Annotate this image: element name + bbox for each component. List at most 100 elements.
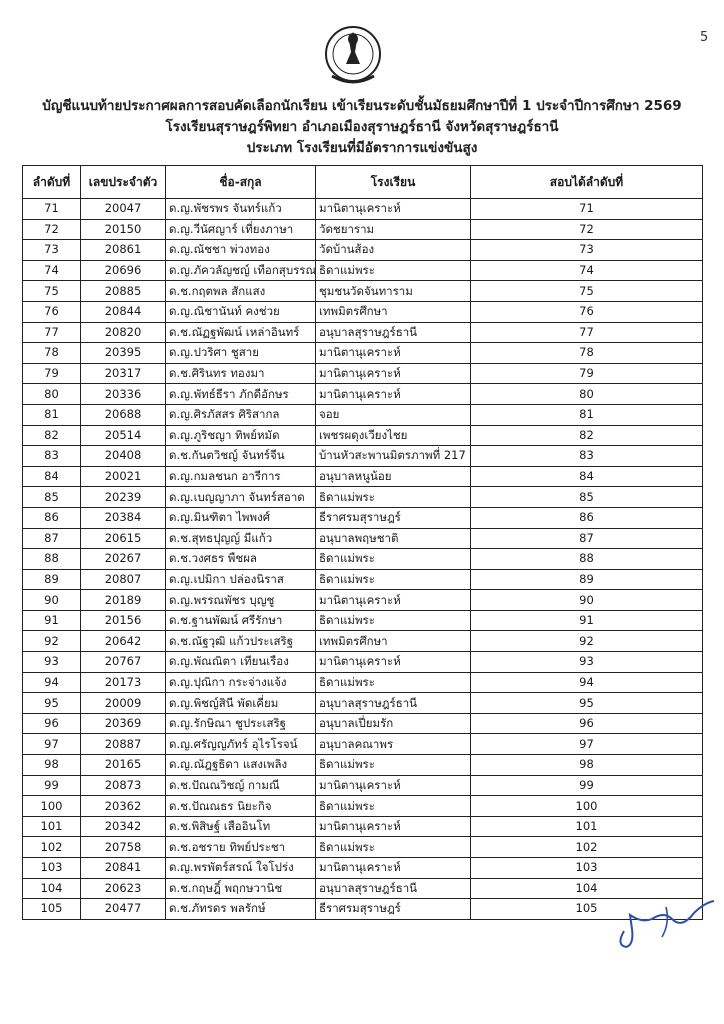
cell-student-id: 20267: [80, 548, 166, 570]
cell-student-name: ด.ญ.วีนัศญาร์ เที่ยงภาษา: [165, 218, 316, 241]
cell-student-id: 20623: [80, 877, 166, 900]
cell-student-name: ด.ญ.ศรัญญภัทร์ อุไรโรจน์: [165, 733, 316, 756]
cell-exam-rank: 80: [470, 383, 703, 405]
cell-school: มานิตานุเคราะห์: [315, 857, 471, 879]
cell-school: อนุบาลสุราษฎร์ธานี: [315, 877, 471, 900]
cell-student-id: 20336: [80, 383, 166, 405]
table-row: 91 20156 ด.ช.ฐานพัฒน์ ศรีรักษา ธิดาแม่พระ 91: [22, 609, 703, 632]
cell-exam-rank: 74: [470, 259, 703, 282]
cell-exam-rank: 75: [470, 280, 703, 302]
cell-school: วัดชยาราม: [315, 218, 471, 241]
cell-student-id: 20688: [80, 403, 166, 426]
cell-school: อนุบาลพฤษชาติ: [315, 527, 471, 550]
cell-school: อนุบาลหนูน้อย: [315, 465, 471, 488]
cell-school: อนุบาลสุราษฎร์ธานี: [315, 321, 471, 344]
cell-exam-rank: 93: [470, 651, 703, 673]
table-row: 73 20861 ด.ญ.ณัชชา พ่วงทอง วัดบ้านส้อง 73: [22, 239, 703, 261]
cell-school: ชุมชนวัดจันทาราม: [315, 280, 471, 302]
cell-rank: 81: [22, 403, 81, 426]
cell-exam-rank: 78: [470, 342, 703, 364]
table-row: 81 20688 ด.ญ.ศิรภัสสร ศิริสากล จอย 81: [22, 403, 703, 426]
cell-school: ธิดาแม่พระ: [315, 486, 471, 508]
header-school: โรงเรียน: [315, 165, 471, 199]
cell-student-id: 20820: [80, 321, 166, 344]
cell-student-name: ด.ช.ณัฐวุฒิ แก้วประเสริฐ: [165, 630, 316, 653]
table-row: 90 20189 ด.ญ.พรรณพัชร บุญชู มานิตานุเคราะห์…: [22, 589, 703, 611]
cell-school: อนุบาลเปี่ยมรัก: [315, 712, 471, 735]
cell-student-name: ด.ญ.ณิชานันท์ คงช่วย: [165, 300, 316, 323]
cell-student-id: 20317: [80, 362, 166, 385]
cell-student-name: ด.ญ.ภัควลัญชญ์ เทือกสุบรรณ: [165, 259, 316, 282]
cell-student-id: 20861: [80, 239, 166, 261]
table-header-row: ลำดับที่ เลขประจำตัว ชื่อ-สกุล โรงเรียน …: [22, 165, 703, 199]
cell-student-name: ด.ญ.ปุณิกา กระจ่างแจ้ง: [165, 671, 316, 694]
cell-school: อนุบาลคณาพร: [315, 733, 471, 756]
cell-school: ธีราศรมสุราษฎร์: [315, 898, 471, 920]
table-row: 82 20514 ด.ญ.ภูริชญา ทิพย์หมัด เพชรผดุงเวีย…: [22, 424, 703, 447]
table-row: 93 20767 ด.ญ.พัณณิตา เทียนเรือง มานิตานุเคร…: [22, 651, 703, 673]
cell-rank: 96: [22, 712, 81, 735]
table-row: 105 20477 ด.ช.ภัทรดร พลรักษ์ ธีราศรมสุราษฎร…: [22, 898, 703, 920]
cell-rank: 92: [22, 630, 81, 653]
cell-student-name: ด.ญ.มินฑิตา ไพพงศ์: [165, 506, 316, 529]
header-name: ชื่อ-สกุล: [165, 165, 316, 199]
cell-student-id: 20767: [80, 651, 166, 673]
cell-rank: 78: [22, 342, 81, 364]
cell-student-id: 20841: [80, 857, 166, 879]
cell-rank: 99: [22, 774, 81, 797]
cell-school: บ้านหัวสะพานมิตรภาพที่ 217: [315, 445, 471, 467]
cell-rank: 102: [22, 836, 81, 858]
header-id: เลขประจำตัว: [80, 165, 166, 199]
cell-rank: 89: [22, 568, 81, 591]
cell-exam-rank: 90: [470, 589, 703, 611]
cell-rank: 75: [22, 280, 81, 302]
cell-student-id: 20342: [80, 815, 166, 838]
cell-school: ธิดาแม่พระ: [315, 548, 471, 570]
cell-school: ธีราศรมสุราษฎร์: [315, 506, 471, 529]
cell-exam-rank: 89: [470, 568, 703, 591]
cell-exam-rank: 83: [470, 445, 703, 467]
cell-student-id: 20395: [80, 342, 166, 364]
cell-rank: 88: [22, 548, 81, 570]
cell-exam-rank: 100: [470, 795, 703, 817]
table-row: 74 20696 ด.ญ.ภัควลัญชญ์ เทือกสุบรรณ ธิดาแม่…: [22, 259, 703, 282]
cell-student-id: 20887: [80, 733, 166, 756]
table-row: 92 20642 ด.ช.ณัฐวุฒิ แก้วประเสริฐ เทพมิตรศึ…: [22, 630, 703, 653]
cell-school: ธิดาแม่พระ: [315, 568, 471, 591]
cell-rank: 74: [22, 259, 81, 282]
cell-school: มานิตานุเคราะห์: [315, 589, 471, 611]
table-row: 75 20885 ด.ช.กฤตพล สักแสง ชุมชนวัดจันทาราม 7…: [22, 280, 703, 302]
cell-rank: 85: [22, 486, 81, 508]
table-row: 76 20844 ด.ญ.ณิชานันท์ คงช่วย เทพมิตรศึกษา 7…: [22, 300, 703, 323]
cell-student-name: ด.ญ.ปวริศา ชูสาย: [165, 342, 316, 364]
cell-student-id: 20150: [80, 218, 166, 241]
table-row: 95 20009 ด.ญ.พิชญ์สินี พัดเคี่ยม อนุบาลสุรา…: [22, 692, 703, 714]
cell-rank: 105: [22, 898, 81, 920]
cell-rank: 82: [22, 424, 81, 447]
cell-student-id: 20758: [80, 836, 166, 858]
cell-student-id: 20642: [80, 630, 166, 653]
cell-school: เพชรผดุงเวียงไชย: [315, 424, 471, 447]
cell-student-id: 20369: [80, 712, 166, 735]
cell-student-id: 20165: [80, 754, 166, 776]
cell-rank: 98: [22, 754, 81, 776]
cell-student-id: 20873: [80, 774, 166, 797]
cell-exam-rank: 86: [470, 506, 703, 529]
cell-school: เทพมิตรศึกษา: [315, 300, 471, 323]
title-line-2: โรงเรียนสุราษฎร์พิทยา อำเภอเมืองสุราษฎร์…: [165, 119, 559, 135]
cell-exam-rank: 99: [470, 774, 703, 797]
cell-student-name: ด.ช.ฐานพัฒน์ ศรีรักษา: [165, 609, 316, 632]
cell-exam-rank: 95: [470, 692, 703, 714]
cell-student-id: 20173: [80, 671, 166, 694]
cell-exam-rank: 79: [470, 362, 703, 385]
cell-student-name: ด.ญ.พัณณิตา เทียนเรือง: [165, 651, 316, 673]
cell-student-id: 20477: [80, 898, 166, 920]
table-row: 99 20873 ด.ช.ปัณณวิชญ์ กามณี มานิตานุเคราะห…: [22, 774, 703, 797]
cell-student-name: ด.ญ.พิชญ์สินี พัดเคี่ยม: [165, 692, 316, 714]
cell-rank: 103: [22, 857, 81, 879]
cell-rank: 79: [22, 362, 81, 385]
cell-student-id: 20021: [80, 465, 166, 488]
cell-exam-rank: 77: [470, 321, 703, 344]
table-row: 79 20317 ด.ช.ศิรินทร ทองมา มานิตานุเคราะห์ 7…: [22, 362, 703, 385]
